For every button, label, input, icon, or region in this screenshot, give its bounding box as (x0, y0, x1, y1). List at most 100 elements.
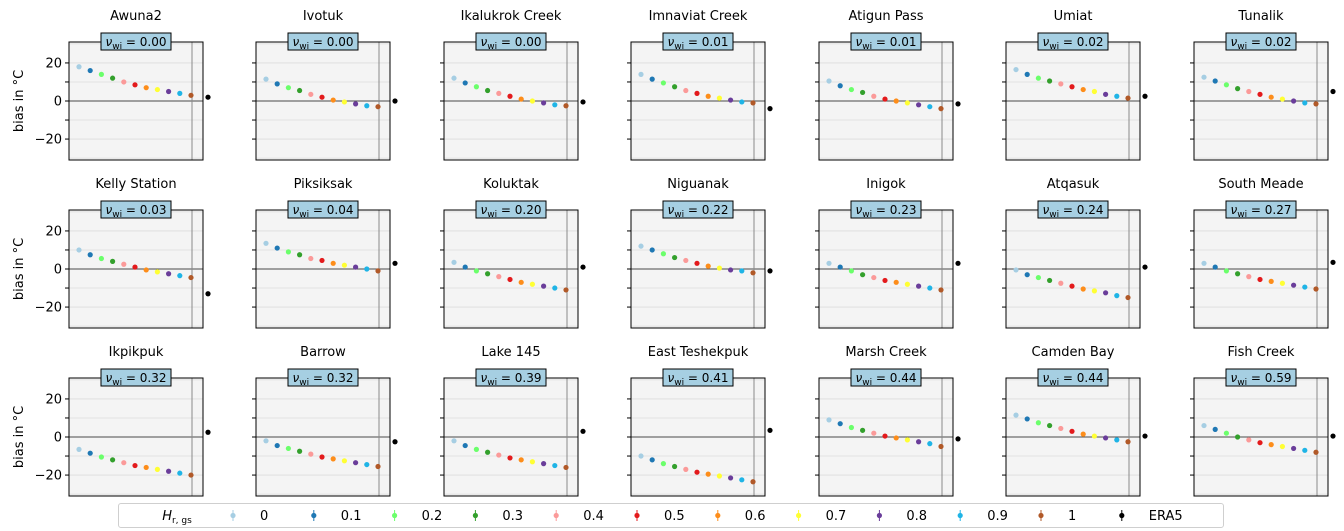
point-hr-0-6 (518, 457, 524, 463)
point-hr-0-4 (871, 93, 877, 99)
point-hr-0-7 (154, 269, 160, 275)
point-hr-0-3 (110, 258, 116, 264)
panel-title: Barrow (300, 345, 346, 360)
panel-fish-creek: Fish Creek νwi = 0.59 (1190, 345, 1336, 497)
panel-umiat: Umiat νwi = 0.02 (1002, 9, 1148, 161)
point-hr-0-3 (1235, 271, 1241, 277)
legend-label: 0.5 (664, 509, 685, 524)
legend: Hr, gs 0 0.1 0.2 0.3 0.4 0.5 0.6 0.7 0.8 0.9 1 ERA5 (118, 503, 1224, 528)
point-hr-0-6 (893, 98, 899, 104)
point-hr-0-2 (473, 446, 479, 452)
point-hr-0-4 (121, 261, 127, 267)
panel-title: Koluktak (483, 177, 539, 192)
point-hr-0-1 (649, 76, 655, 82)
panel-title: Niguanak (667, 177, 729, 192)
point-hr-0-6 (705, 93, 711, 99)
nu-wi-annotation: νwi = 0.20 (481, 203, 542, 220)
nu-wi-box (1225, 200, 1297, 219)
point-hr-0-2 (660, 80, 667, 86)
point-hr-0-9 (1114, 437, 1120, 443)
point-hr-0-1 (837, 264, 843, 270)
nu-wi-annotation: νwi = 0.01 (668, 35, 729, 52)
point-era5 (1330, 259, 1336, 265)
point-era5 (955, 260, 961, 266)
nu-wi-box (287, 200, 359, 219)
point-hr-0 (826, 260, 832, 266)
y-tick-label: 0 (54, 95, 62, 110)
point-hr-1 (1125, 294, 1131, 301)
point-hr-0-7 (904, 437, 911, 443)
point-hr-0-6 (330, 97, 336, 103)
point-hr-0-9 (739, 99, 745, 105)
point-hr-0-2 (1223, 430, 1229, 436)
point-hr-0-7 (1279, 443, 1285, 450)
point-hr-0-9 (364, 461, 370, 468)
point-hr-0-2 (98, 71, 104, 77)
nu-wi-box (1037, 368, 1109, 387)
point-hr-0-6 (1080, 86, 1086, 93)
point-hr-0-6 (1268, 442, 1274, 448)
point-hr-0-7 (1091, 88, 1097, 95)
point-hr-0-5 (882, 96, 888, 102)
panel-title: Imnaviat Creek (649, 9, 748, 24)
point-hr-0-3 (1235, 434, 1241, 440)
point-hr-0-2 (98, 255, 104, 262)
legend-marker (957, 512, 963, 519)
nu-wi-box (850, 200, 922, 219)
point-hr-0-2 (98, 454, 104, 460)
point-hr-0-7 (716, 473, 723, 479)
y-tick-label: −20 (35, 133, 62, 148)
nu-wi-box (287, 368, 359, 387)
point-hr-1 (1125, 439, 1131, 445)
nu-wi-box (1225, 368, 1297, 387)
point-hr-0-8 (541, 100, 547, 106)
point-hr-0-9 (1302, 284, 1308, 290)
panel-title: Ivotuk (303, 9, 344, 24)
point-hr-0-1 (1024, 71, 1030, 77)
point-hr-1 (750, 479, 756, 485)
point-hr-0-9 (364, 266, 370, 272)
point-hr-0-8 (541, 461, 547, 467)
panel-title: Atqasuk (1047, 177, 1100, 192)
y-tick-label: 20 (45, 56, 62, 71)
point-hr-0-3 (297, 87, 303, 94)
nu-wi-annotation: νwi = 0.24 (1043, 203, 1104, 220)
panel-barrow: Barrow νwi = 0.32 (252, 345, 398, 497)
point-hr-0-3 (110, 457, 116, 463)
point-hr-0-1 (837, 83, 843, 89)
point-hr-0-5 (507, 455, 513, 461)
nu-wi-annotation: νwi = 0.44 (856, 371, 917, 388)
point-hr-0-5 (1069, 428, 1075, 434)
point-hr-0-1 (462, 80, 468, 86)
y-tick-label: 0 (54, 431, 62, 446)
nu-wi-annotation: νwi = 0.00 (106, 35, 167, 52)
point-hr-0-4 (871, 274, 877, 281)
point-hr-0-4 (496, 274, 502, 280)
point-hr-0-2 (473, 84, 479, 90)
nu-wi-annotation: νwi = 0.22 (668, 203, 729, 220)
point-hr-0-7 (154, 86, 160, 93)
panel-title: South Meade (1218, 177, 1303, 192)
point-era5 (955, 436, 961, 442)
point-hr-0-6 (143, 267, 149, 273)
point-hr-0-7 (716, 265, 723, 271)
point-hr-0-5 (1257, 91, 1263, 97)
point-hr-0-5 (507, 93, 513, 99)
panel-ivotuk: Ivotuk νwi = 0.00 (252, 9, 398, 161)
point-hr-0-9 (1302, 447, 1308, 453)
point-hr-0 (263, 438, 269, 444)
panel-atigun-pass: Atigun Pass νwi = 0.01 (815, 9, 961, 161)
panel-title: Piksiksak (294, 177, 353, 192)
point-era5 (1330, 433, 1336, 439)
point-hr-0-8 (916, 283, 922, 289)
point-hr-0 (263, 76, 269, 82)
point-hr-0-1 (1212, 264, 1218, 270)
y-tick-label: 0 (54, 263, 62, 278)
point-hr-0 (1013, 267, 1019, 273)
point-hr-0-2 (848, 424, 855, 431)
nu-wi-annotation: νwi = 0.32 (293, 371, 354, 388)
point-hr-0-4 (1246, 88, 1252, 95)
point-hr-0-3 (672, 463, 678, 470)
point-hr-0-4 (308, 255, 314, 262)
point-hr-0 (451, 259, 457, 265)
